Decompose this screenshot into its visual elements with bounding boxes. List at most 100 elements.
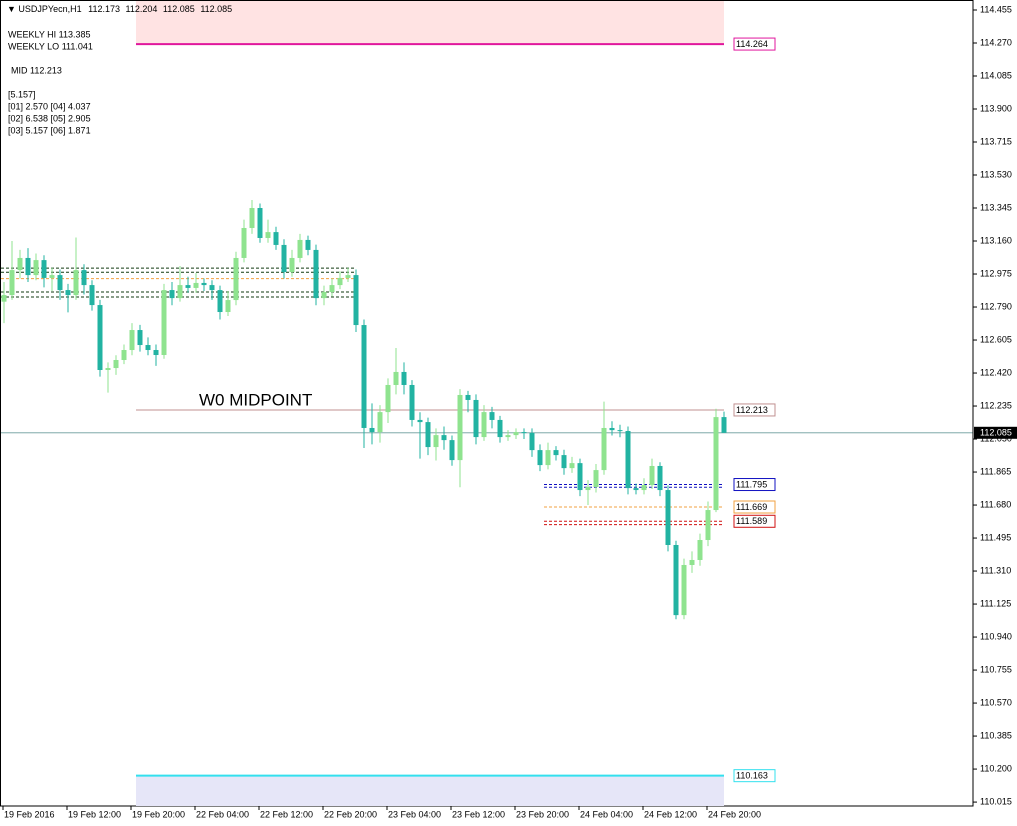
level-tag-box [733,37,776,51]
candle-body [185,285,191,288]
candle-body [441,435,447,441]
y-tick-label: 111.865 [980,466,1011,476]
candle-body [489,412,495,420]
candle-body [513,432,519,436]
y-tick-label: 113.900 [980,103,1012,113]
candle-body [41,260,47,278]
candle-body [169,290,175,299]
y-tick-label: 110.755 [980,664,1012,674]
candle-body [305,239,311,250]
header: ▼ USDJPYecn,H1 112.173 112.204 112.085 1… [7,4,232,14]
open: 112.173 [88,4,120,14]
candle-body [193,282,199,288]
candle-body [337,277,343,286]
candle-body [553,450,559,456]
candle-body [625,431,631,489]
level-tag: 111.795 [736,479,767,489]
candle-body [129,330,135,351]
x-tick-label: 22 Feb 04:00 [196,809,249,819]
close: 112.085 [200,4,232,14]
level-band [136,775,724,806]
candle-body [433,435,439,448]
candle-body [601,427,607,471]
candle-body [545,450,551,466]
candle-body [97,305,103,370]
candle-body [593,470,599,488]
candle-body [369,427,375,433]
x-tick-label: 23 Feb 04:00 [388,809,441,819]
candle-body [145,345,151,351]
candle-body [65,290,71,296]
candle-body [273,232,279,245]
level-band [136,1,724,45]
candle-body [385,384,391,413]
y-tick-label: 111.495 [980,532,1011,542]
candle-body [9,270,15,296]
y-tick-label: 112.420 [980,367,1012,377]
level-tag: 110.163 [736,771,768,781]
candle-body [617,430,623,432]
candle-body [345,275,351,278]
header-arrow: ▼ [7,4,18,14]
y-tick-label: 110.385 [980,730,1012,740]
candle-body [721,417,727,433]
candle-body [361,325,367,428]
y-tick-label: 110.940 [980,631,1012,641]
candle-body [57,275,63,291]
y-tick-label: 110.015 [980,796,1012,806]
candle-body [289,257,295,273]
info-line: [02] 6.538 [05] 2.905 [8,113,91,123]
x-tick-label: 22 Feb 20:00 [324,809,377,819]
x-tick-label: 24 Feb 20:00 [708,809,761,819]
candle-body [105,368,111,370]
level-tag-box [733,403,776,417]
candle-body [393,371,399,385]
symbol: USDJPYecn,H1 [18,4,81,14]
x-tick-label: 24 Feb 12:00 [644,809,697,819]
candle-body [265,232,271,238]
plot-frame [0,0,974,807]
candle-body [713,417,719,511]
y-tick-label: 112.235 [980,400,1012,410]
candle-body [209,285,215,291]
candle-body [705,510,711,541]
level-tag: 111.589 [736,516,767,526]
candle-body [633,488,639,491]
info-line: MID 112.213 [11,65,62,75]
level-tag-box [733,769,776,783]
info-line: WEEKLY HI 113.385 [8,29,91,39]
candle-body [457,394,463,461]
level-tag: 112.213 [736,405,768,415]
x-tick-label: 19 Feb 20:00 [132,809,185,819]
y-tick-label: 111.680 [980,499,1011,509]
y-tick-label: 111.310 [980,565,1011,575]
candle-body [257,208,263,238]
level-tag-box [733,514,776,528]
candle-body [673,545,679,616]
y-tick-label: 111.125 [980,598,1011,608]
level-tag: 111.669 [736,502,767,512]
candle-body [89,285,95,306]
y-tick-label: 113.530 [980,169,1012,179]
info-line: [03] 5.157 [06] 1.871 [8,125,91,135]
candle-body [353,275,359,326]
y-tick-label: 113.715 [980,136,1012,146]
candle-body [161,290,167,356]
candle-body [505,435,511,438]
candle-body [201,282,207,286]
x-tick-label: 24 Feb 04:00 [580,809,633,819]
y-tick-label: 110.570 [980,697,1012,707]
y-tick-label: 112.605 [980,334,1012,344]
candle-body [241,227,247,258]
candle-body [577,463,583,491]
price-tag-box [974,426,1017,439]
candle-body [473,399,479,438]
candle-body [297,239,303,258]
y-tick-label: 114.085 [980,70,1012,80]
candle-body [217,290,223,313]
candle-body [49,275,55,278]
x-tick-label: 19 Feb 2016 [4,809,55,819]
candle-body [177,285,183,299]
x-tick-label: 23 Feb 20:00 [516,809,569,819]
candle-body [225,300,231,313]
